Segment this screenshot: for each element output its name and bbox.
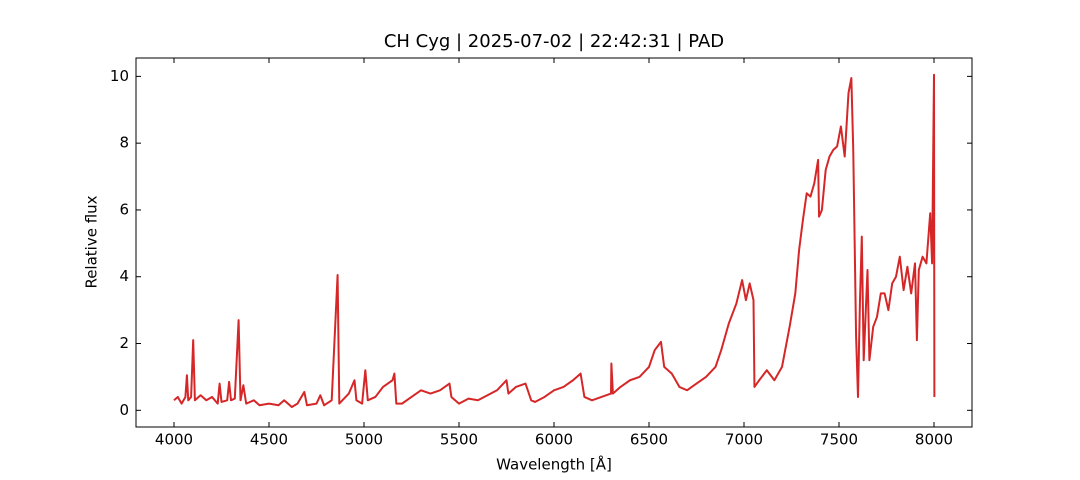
y-axis-label: Relative flux	[83, 195, 101, 288]
x-tick-label: 6000	[535, 431, 573, 449]
y-tick-label: 6	[119, 200, 129, 218]
x-tick-label: 8000	[915, 431, 953, 449]
x-tick-label: 5500	[440, 431, 478, 449]
y-tick-label: 4	[119, 267, 129, 285]
x-tick-label: 7000	[725, 431, 763, 449]
chart-title: CH Cyg | 2025-07-02 | 22:42:31 | PAD	[384, 31, 724, 52]
x-axis-label: Wavelength [Å]	[496, 455, 612, 474]
y-tick-label: 10	[110, 67, 129, 85]
x-tick-label: 7500	[820, 431, 858, 449]
x-tick-label: 4500	[250, 431, 288, 449]
y-tick-label: 8	[119, 134, 129, 152]
x-tick-label: 6500	[630, 431, 668, 449]
x-tick-label: 5000	[345, 431, 383, 449]
spectrum-line	[173, 73, 936, 408]
plot-frame	[135, 57, 973, 428]
y-tick-label: 0	[119, 401, 129, 419]
y-tick-label: 2	[119, 334, 129, 352]
x-tick-label: 4000	[155, 431, 193, 449]
